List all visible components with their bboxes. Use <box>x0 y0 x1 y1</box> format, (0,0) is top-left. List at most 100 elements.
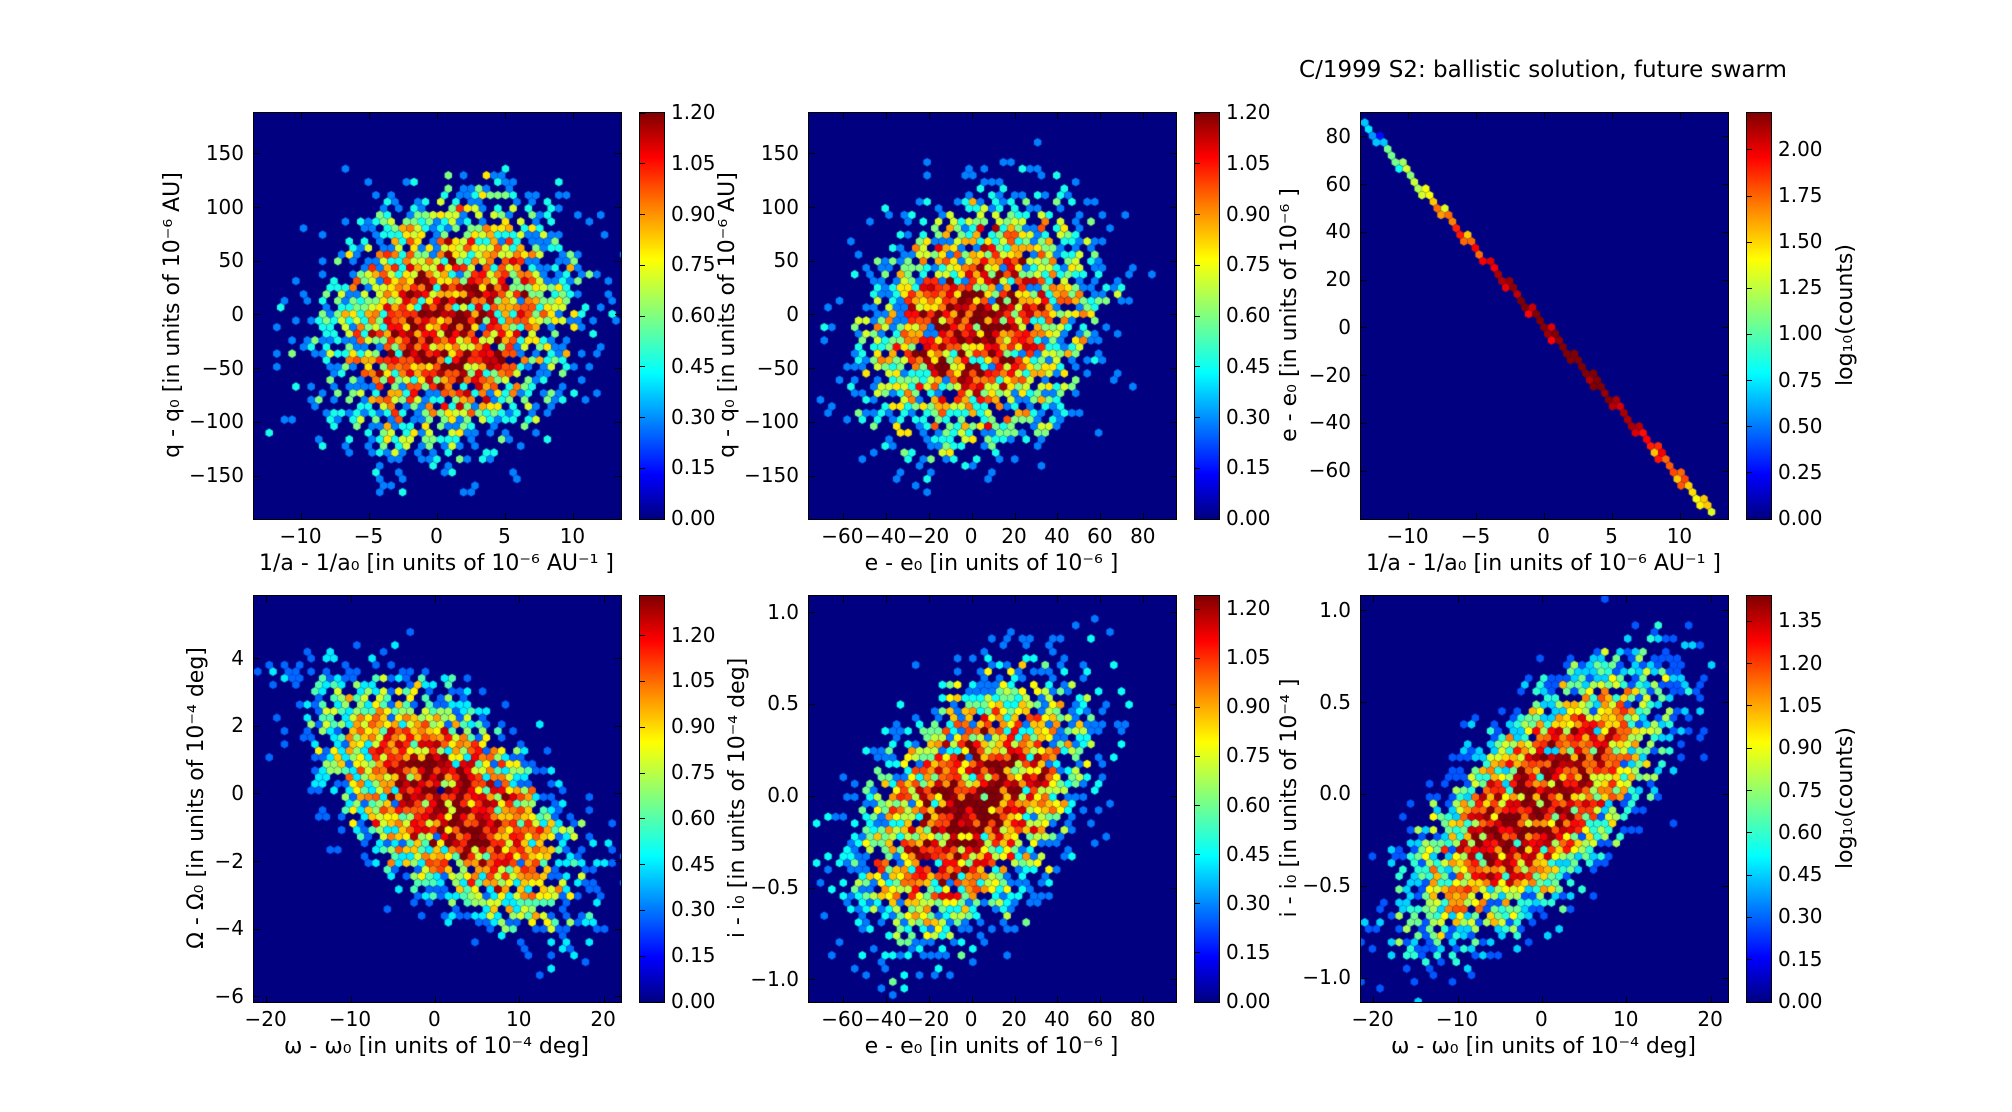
y-tick-mark <box>1722 977 1728 979</box>
x-tick-mark <box>885 113 887 119</box>
colorbar-tick-mark <box>640 366 645 368</box>
y-tick-mark <box>615 368 621 370</box>
colorbar-axis-label-top-right: log₁₀(counts) <box>1833 244 1858 386</box>
colorbar-tick-mark <box>1195 755 1200 757</box>
y-tick-label: −0.5 <box>1302 873 1351 898</box>
colorbar-tick-mark <box>1747 620 1752 622</box>
x-tick-mark <box>266 996 268 1002</box>
y-tick-label: 0.5 <box>1319 689 1351 714</box>
colorbar-tick-label: 1.00 <box>1778 321 1823 346</box>
y-tick-label: 4 <box>231 645 244 670</box>
colorbar-tick-label: 1.20 <box>671 622 716 647</box>
x-tick-mark <box>1373 996 1375 1002</box>
x-axis-label-bottom-left: ω - ω₀ [in units of 10⁻⁴ deg] <box>284 1034 589 1059</box>
y-tick-mark <box>1170 421 1176 423</box>
colorbar-tick-label: 0.00 <box>1226 506 1271 530</box>
x-tick-label: 20 <box>590 1007 616 1031</box>
colorbar-tick-label: 0.90 <box>671 714 716 739</box>
x-tick-mark <box>1057 996 1059 1002</box>
y-tick-mark <box>1170 979 1176 981</box>
y-tick-mark <box>1722 702 1728 704</box>
x-tick-mark <box>1100 513 1102 519</box>
y-tick-mark <box>1361 184 1367 186</box>
y-tick-label: −150 <box>744 463 799 488</box>
x-tick-mark <box>1057 596 1059 602</box>
x-tick-label: 5 <box>498 524 511 548</box>
y-tick-label: 100 <box>205 194 244 219</box>
x-tick-label: 20 <box>1001 1007 1027 1031</box>
colorbar-tick-mark <box>640 635 645 637</box>
x-tick-label: −5 <box>1460 524 1491 548</box>
colorbar-tick-label: 0.15 <box>1226 455 1271 480</box>
colorbar-tick-mark <box>640 467 645 469</box>
colorbar-tick-label: 1.75 <box>1778 183 1823 208</box>
y-tick-mark <box>809 979 815 981</box>
x-tick-label: 0 <box>430 524 443 548</box>
y-tick-label: −4 <box>214 916 244 941</box>
colorbar-tick-label: 0.60 <box>671 303 716 327</box>
x-tick-mark <box>301 513 303 519</box>
x-tick-mark <box>1476 513 1478 519</box>
x-tick-mark <box>928 596 930 602</box>
colorbar-tick-mark <box>1747 916 1752 918</box>
x-tick-label: 40 <box>1044 524 1070 548</box>
y-tick-label: 50 <box>773 248 799 273</box>
y-tick-mark <box>1170 368 1176 370</box>
x-tick-label: −60 <box>821 524 864 548</box>
colorbar-tick-mark <box>1747 241 1752 243</box>
y-tick-label: 50 <box>218 248 244 273</box>
x-tick-label: 80 <box>1130 1007 1156 1031</box>
x-tick-label: 0 <box>1535 1007 1548 1031</box>
y-tick-mark <box>809 368 815 370</box>
y-axis-label-bottom-middle: i - i₀ [in units of 10⁻⁴ deg] <box>725 657 750 939</box>
colorbar-tick-mark <box>1195 706 1200 708</box>
colorbar-tick-mark <box>640 955 645 957</box>
colorbar-bottom-left <box>639 595 665 1003</box>
y-tick-label: −60 <box>1308 458 1351 483</box>
colorbar-tick-mark <box>640 518 645 520</box>
colorbar-tick-mark <box>1195 315 1200 317</box>
x-tick-mark <box>971 996 973 1002</box>
y-tick-mark <box>1722 793 1728 795</box>
y-tick-label: −1.0 <box>750 966 799 991</box>
plot-area-top-middle <box>808 112 1177 520</box>
y-tick-mark <box>1722 327 1728 329</box>
y-axis-label-top-right: e - e₀ [in units of 10⁻⁶ ] <box>1277 188 1302 442</box>
x-tick-mark <box>1143 996 1145 1002</box>
y-tick-mark <box>1722 610 1728 612</box>
colorbar-tick-label: 0.30 <box>671 404 716 429</box>
y-tick-mark <box>1361 793 1367 795</box>
x-tick-mark <box>928 996 930 1002</box>
x-tick-mark <box>1057 113 1059 119</box>
x-tick-mark <box>1679 113 1681 119</box>
colorbar-bottom-right <box>1746 595 1772 1003</box>
y-tick-mark <box>615 421 621 423</box>
y-tick-label: 0.5 <box>767 691 799 716</box>
colorbar-tick-mark <box>640 315 645 317</box>
y-tick-label: 0 <box>1338 314 1351 339</box>
y-tick-label: −100 <box>744 409 799 434</box>
x-tick-label: −20 <box>907 524 950 548</box>
x-tick-label: −10 <box>328 1007 372 1031</box>
y-tick-label: −20 <box>1308 362 1351 387</box>
figure-title: C/1999 S2: ballistic solution, future sw… <box>1299 57 1787 83</box>
x-tick-label: 60 <box>1087 1007 1113 1031</box>
y-tick-mark <box>254 368 260 370</box>
x-tick-mark <box>1100 996 1102 1002</box>
colorbar-tick-mark <box>1195 163 1200 165</box>
x-tick-mark <box>350 596 352 602</box>
x-tick-mark <box>1544 513 1545 519</box>
colorbar-tick-mark <box>640 264 645 266</box>
x-tick-mark <box>928 113 930 119</box>
colorbar-tick-label: 1.50 <box>1778 229 1823 254</box>
colorbar-tick-mark <box>640 163 645 165</box>
y-tick-label: −40 <box>1308 410 1351 435</box>
colorbar-tick-label: 0.75 <box>671 760 716 785</box>
y-tick-label: −6 <box>214 983 244 1008</box>
y-tick-mark <box>1722 184 1728 186</box>
colorbar-tick-label: 0.30 <box>671 897 716 922</box>
colorbar-top-right <box>1746 112 1772 520</box>
colorbar-tick-label: 0.30 <box>1226 404 1271 429</box>
y-axis-label-top-left: q - q₀ [in units of 10⁻⁶ AU] <box>160 172 185 458</box>
y-tick-label: 20 <box>1325 267 1351 292</box>
